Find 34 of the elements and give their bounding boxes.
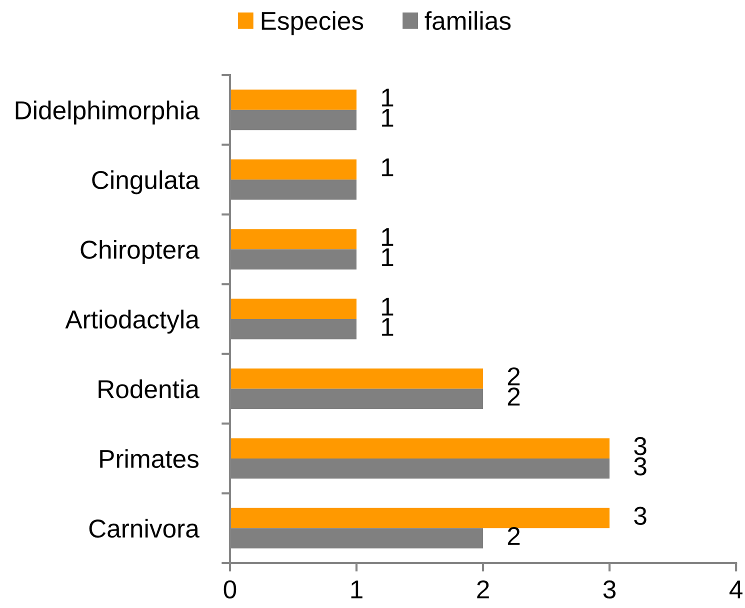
data-label: 1	[382, 298, 394, 316]
data-label: 2	[508, 388, 520, 406]
bar	[230, 90, 356, 110]
x-tick-label: 3	[603, 580, 616, 599]
data-label: 2	[508, 526, 520, 545]
y-tick-label: Primates	[100, 449, 199, 468]
y-tick-label: Cingulata	[92, 170, 200, 194]
bar	[230, 298, 356, 320]
data-label: 1	[382, 228, 394, 246]
data-label: 3	[634, 506, 646, 525]
legend-label: Especies	[262, 11, 364, 36]
data-label: 1	[382, 318, 394, 336]
bar	[230, 508, 610, 528]
bar	[230, 438, 610, 458]
bar	[230, 368, 484, 389]
bar	[230, 229, 356, 250]
data-label: 3	[634, 437, 646, 456]
x-tick-label: 0	[224, 580, 236, 599]
legend-label: familias	[424, 11, 511, 30]
data-label: 1	[382, 158, 394, 176]
y-tick-label: Carnivora	[89, 518, 200, 538]
x-tick-label: 1	[351, 580, 362, 598]
x-tick-label: 2	[477, 580, 489, 598]
data-label: 2	[508, 367, 520, 386]
x-tick-label: 4	[730, 580, 742, 598]
data-label: 1	[382, 108, 394, 127]
y-tick-label: Artiodactyla	[65, 310, 200, 334]
data-label: 1	[382, 88, 394, 106]
bar	[230, 159, 356, 180]
y-tick-label: Chiroptera	[80, 240, 200, 264]
y-tick-label: Rodentia	[98, 379, 200, 398]
data-label: 3	[634, 457, 646, 476]
data-label: 1	[382, 248, 394, 266]
y-tick-label: Didelphimorphia	[16, 100, 200, 125]
